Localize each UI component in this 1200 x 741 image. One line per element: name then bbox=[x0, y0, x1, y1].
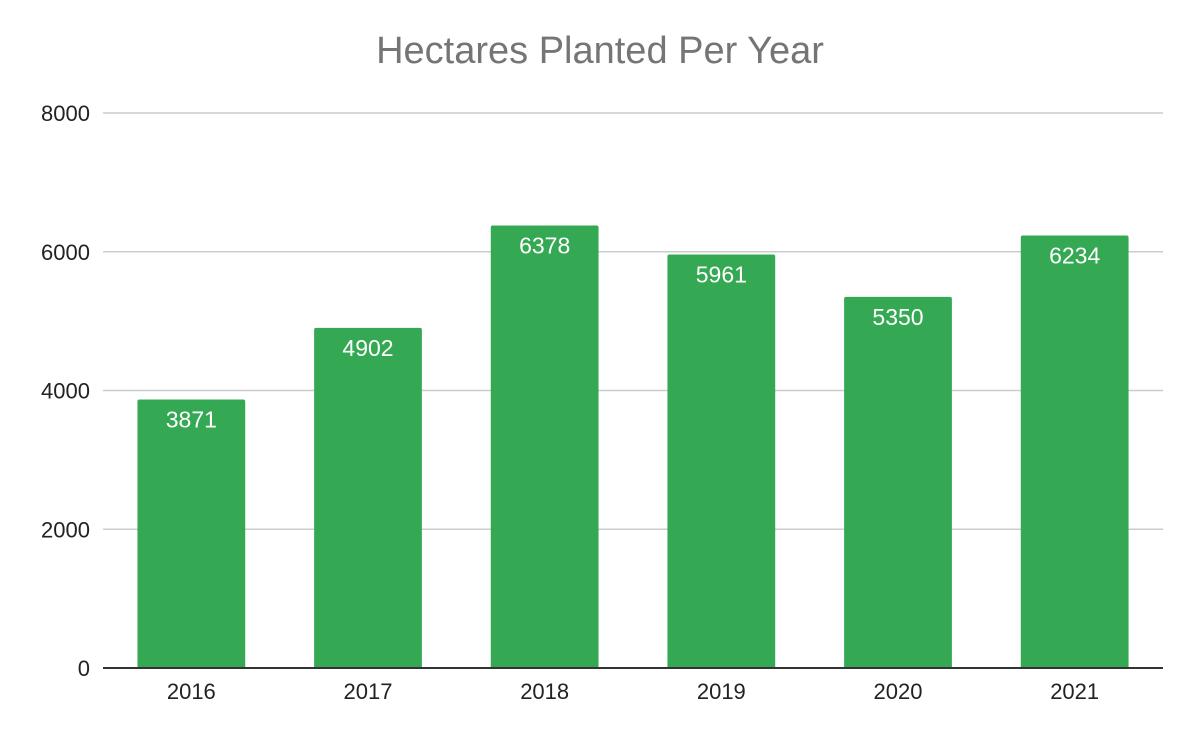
x-tick-label: 2017 bbox=[344, 679, 393, 704]
chart-title: Hectares Planted Per Year bbox=[376, 30, 824, 72]
x-tick-label: 2016 bbox=[167, 679, 216, 704]
bars bbox=[137, 225, 1129, 669]
bar-2020[interactable] bbox=[844, 296, 952, 668]
y-axis-ticks: 0 2000 4000 6000 8000 bbox=[41, 101, 90, 681]
bar-2018[interactable] bbox=[490, 225, 599, 668]
data-label-2016: 3871 bbox=[166, 406, 217, 432]
data-label-2021: 6234 bbox=[1049, 243, 1100, 269]
data-label-2018: 6378 bbox=[519, 233, 570, 259]
x-tick-label: 2021 bbox=[1050, 679, 1099, 704]
bar-2017[interactable] bbox=[314, 327, 422, 668]
bar-2016[interactable] bbox=[137, 399, 246, 668]
bar-2021[interactable] bbox=[1020, 235, 1129, 669]
bar-2019[interactable] bbox=[667, 254, 776, 668]
x-tick-label: 2019 bbox=[697, 679, 746, 704]
data-label-2017: 4902 bbox=[342, 335, 393, 361]
data-labels: 3871 4902 6378 5961 5350 6234 bbox=[166, 233, 1101, 433]
data-label-2019: 5961 bbox=[696, 261, 747, 287]
y-tick-label: 2000 bbox=[41, 517, 90, 542]
y-tick-label: 4000 bbox=[41, 379, 90, 404]
y-tick-label: 8000 bbox=[41, 101, 90, 126]
x-axis-ticks: 2016 2017 2018 2019 2020 2021 bbox=[167, 679, 1099, 704]
y-tick-label: 6000 bbox=[41, 240, 90, 265]
y-tick-label: 0 bbox=[78, 656, 90, 681]
x-tick-label: 2018 bbox=[520, 679, 569, 704]
x-tick-label: 2020 bbox=[874, 679, 923, 704]
gridlines bbox=[103, 112, 1163, 530]
data-label-2020: 5350 bbox=[872, 304, 923, 330]
